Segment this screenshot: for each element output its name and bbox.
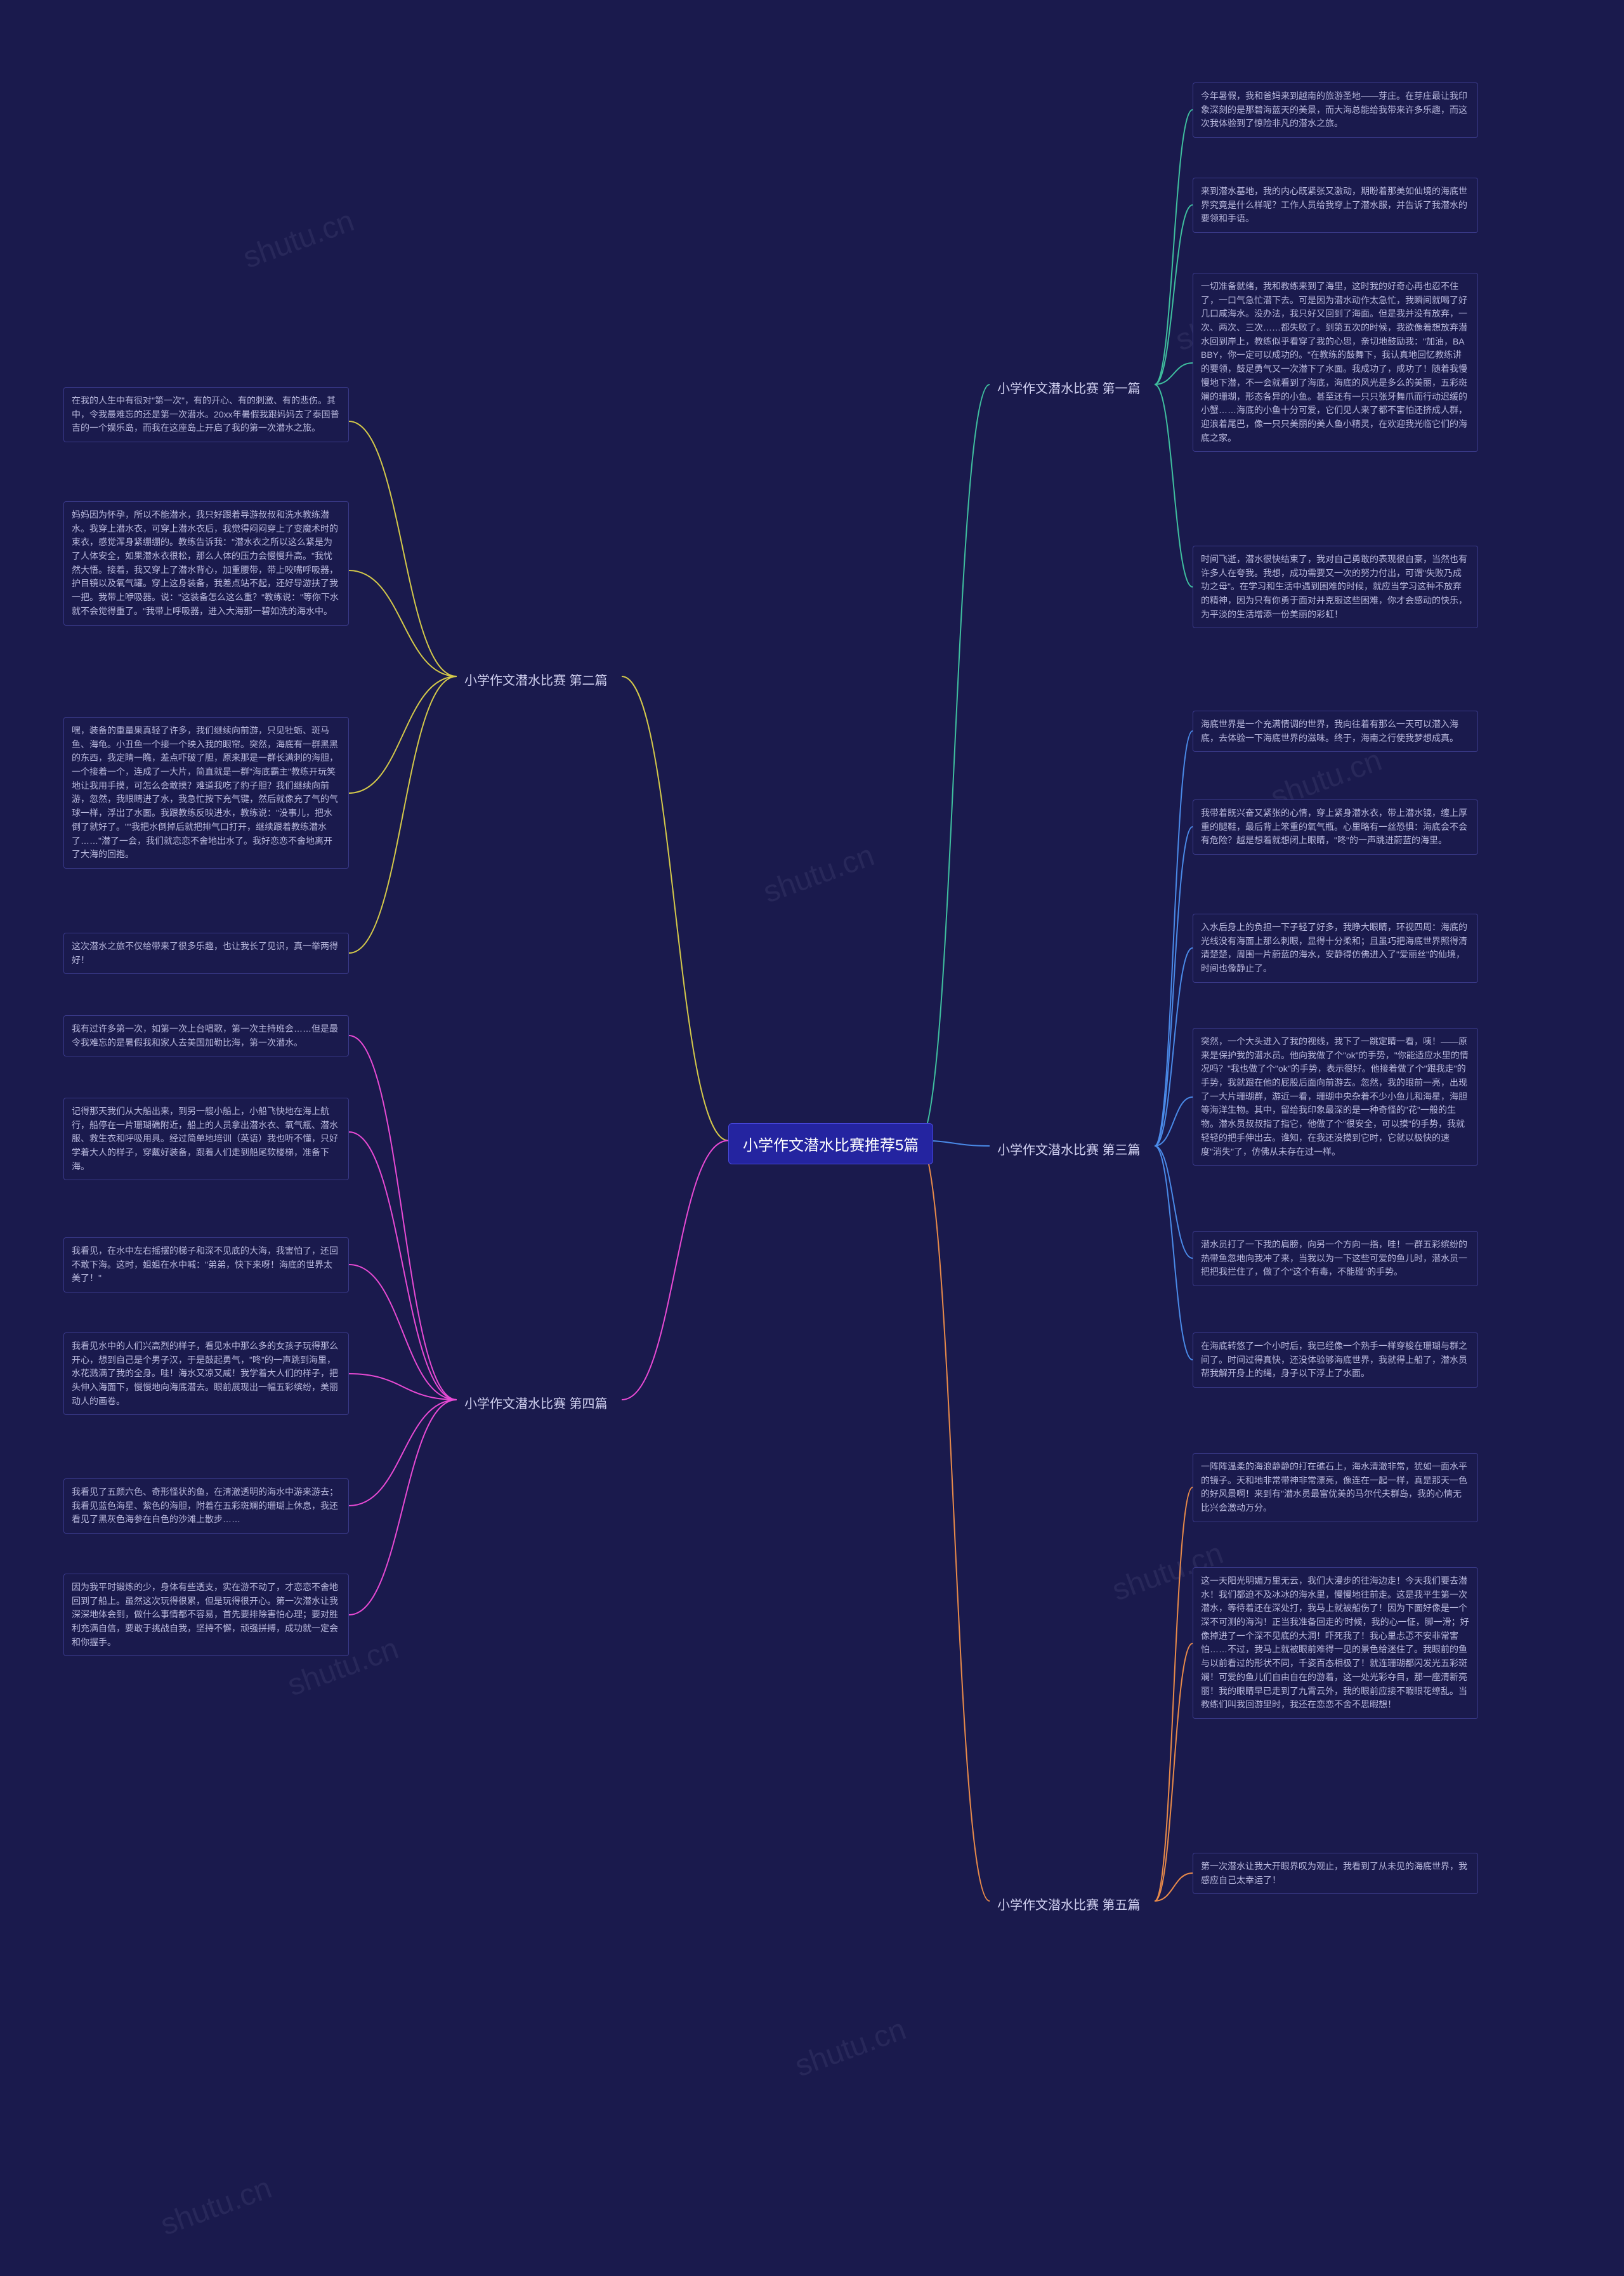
- watermark: shutu.cn: [239, 204, 358, 276]
- center-node[interactable]: 小学作文潜水比赛推荐5篇: [728, 1123, 933, 1164]
- watermark: shutu.cn: [156, 2171, 276, 2243]
- leaf-node: 入水后身上的负担一下子轻了好多，我睁大眼睛，环视四周：海底的光线没有海面上那么刺…: [1193, 914, 1478, 983]
- leaf-node: 在海底转悠了一个小时后，我已经像一个熟手一样穿梭在珊瑚与群之间了。时间过得真快，…: [1193, 1332, 1478, 1388]
- leaf-node: 海底世界是一个充满情调的世界，我向往着有那么一天可以潜入海底，去体验一下海底世界…: [1193, 711, 1478, 752]
- watermark: shutu.cn: [790, 2012, 910, 2084]
- leaf-node: 今年暑假，我和爸妈来到越南的旅游圣地——芽庄。在芽庄最让我印象深刻的是那碧海蓝天…: [1193, 82, 1478, 138]
- leaf-node: 我带着既兴奋又紧张的心情，穿上紧身潜水衣，带上潜水镜，缠上厚重的腿鞋，最后背上笨…: [1193, 799, 1478, 855]
- leaf-node: 第一次潜水让我大开眼界叹为观止，我看到了从未见的海底世界，我感应自己太幸运了！: [1193, 1853, 1478, 1894]
- leaf-node: 一阵阵温柔的海浪静静的打在礁石上，海水清澈非常，犹如一面水平的镜子。天和地非常带…: [1193, 1453, 1478, 1522]
- leaf-node: 时间飞逝，潜水很快结束了，我对自己勇敢的表现很自豪，当然也有许多人在夸我。我想，…: [1193, 546, 1478, 628]
- branch-node[interactable]: 小学作文潜水比赛 第四篇: [457, 1390, 615, 1416]
- leaf-node: 我有过许多第一次，如第一次上台唱歌，第一次主持班会……但是最令我难忘的是暑假我和…: [63, 1015, 349, 1056]
- leaf-node: 潜水员打了一下我的肩膀，向另一个方向一指，哇！一群五彩缤纷的热带鱼忽地向我冲了来…: [1193, 1231, 1478, 1286]
- branch-node[interactable]: 小学作文潜水比赛 第三篇: [990, 1136, 1148, 1162]
- leaf-node: 我看见水中的人们兴高烈的样子，看见水中那么多的女孩子玩得那么开心，想到自己是个男…: [63, 1332, 349, 1415]
- leaf-node: 我看见，在水中左右摇摆的梯子和深不见底的大海，我害怕了，还回不敢下海。这时，姐姐…: [63, 1237, 349, 1293]
- leaf-node: 来到潜水基地，我的内心既紧张又激动，期盼着那美如仙境的海底世界究竟是什么样呢？工…: [1193, 178, 1478, 233]
- leaf-node: 妈妈因为怀孕，所以不能潜水，我只好跟着导游叔叔和洗水教练潜水。我穿上潜水衣，可穿…: [63, 501, 349, 626]
- watermark: shutu.cn: [759, 838, 879, 911]
- branch-node[interactable]: 小学作文潜水比赛 第二篇: [457, 666, 615, 692]
- leaf-node: 我看见了五颜六色、奇形怪状的鱼，在清澈透明的海水中游来游去；我看见蓝色海星、紫色…: [63, 1478, 349, 1534]
- leaf-node: 在我的人生中有很对"第一次"，有的开心、有的刺激、有的悲伤。其中，令我最难忘的还…: [63, 387, 349, 442]
- leaf-node: 这一天阳光明媚万里无云，我们大漫步的往海边走！今天我们要去潜水！我们都迫不及冰冰…: [1193, 1567, 1478, 1719]
- leaf-node: 嘿，装备的重量果真轻了许多，我们继续向前游，只见牡蛎、斑马鱼、海龟。小丑鱼一个接…: [63, 717, 349, 869]
- leaf-node: 记得那天我们从大船出来，到另一艘小船上，小船飞快地在海上航行，船停在一片珊瑚礁附…: [63, 1098, 349, 1180]
- leaf-node: 这次潜水之旅不仅给带来了很多乐趣，也让我长了见识，真一举两得好！: [63, 933, 349, 974]
- leaf-node: 一切准备就绪，我和教练来到了海里，这时我的好奇心再也忍不住了，一口气急忙潜下去。…: [1193, 273, 1478, 452]
- branch-node[interactable]: 小学作文潜水比赛 第五篇: [990, 1891, 1148, 1917]
- branch-node[interactable]: 小学作文潜水比赛 第一篇: [990, 374, 1148, 400]
- leaf-node: 突然，一个大头进入了我的视线，我下了一跳定睛一看，咦！——原来是保护我的潜水员。…: [1193, 1028, 1478, 1166]
- leaf-node: 因为我平时锻炼的少，身体有些透支，实在游不动了，才恋恋不舍地回到了船上。虽然这次…: [63, 1574, 349, 1656]
